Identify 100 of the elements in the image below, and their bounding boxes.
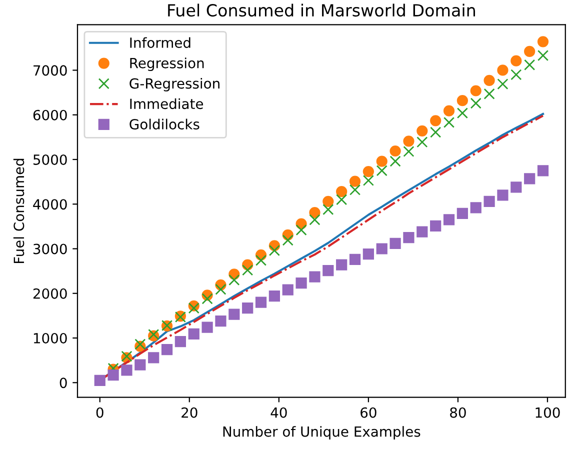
point xyxy=(255,296,267,308)
point xyxy=(484,74,495,86)
point xyxy=(537,36,549,48)
point xyxy=(349,254,361,266)
point xyxy=(188,328,200,340)
y-tick-label: 4000 xyxy=(33,199,67,210)
legend-label: Goldilocks xyxy=(130,118,200,130)
legend-label: Informed xyxy=(130,37,190,48)
y-tick-label: 5000 xyxy=(33,154,67,165)
point xyxy=(376,165,388,176)
legend-label: Immediate xyxy=(130,98,204,110)
point xyxy=(456,208,468,220)
point xyxy=(108,369,119,381)
point xyxy=(202,322,213,333)
point xyxy=(537,50,549,62)
point xyxy=(296,224,307,236)
point xyxy=(349,184,361,196)
point xyxy=(94,374,106,386)
point xyxy=(215,284,226,295)
point xyxy=(362,166,374,178)
point xyxy=(497,64,508,76)
point xyxy=(376,156,388,167)
point xyxy=(174,336,186,348)
x-tick-label: 100 xyxy=(536,407,560,418)
point xyxy=(484,196,495,207)
point xyxy=(242,264,254,276)
point xyxy=(403,232,414,244)
point xyxy=(309,214,320,226)
point xyxy=(296,278,307,289)
y-tick-label: 3000 xyxy=(33,244,67,254)
point xyxy=(510,69,522,80)
chart-title: Fuel Consumed in Marsworld Domain xyxy=(168,4,475,17)
x-tick-label: 80 xyxy=(450,407,466,418)
point xyxy=(497,190,508,201)
point xyxy=(268,244,280,256)
point xyxy=(255,254,267,266)
point xyxy=(242,302,254,314)
point xyxy=(228,308,240,320)
point xyxy=(470,202,482,214)
x-tick-label: 60 xyxy=(360,407,376,418)
point xyxy=(322,196,334,207)
point xyxy=(309,207,320,218)
y-tick-label: 0 xyxy=(60,378,67,388)
point xyxy=(390,156,401,167)
point xyxy=(456,95,468,106)
point xyxy=(510,55,522,66)
point xyxy=(443,116,455,128)
x-tick-label: 20 xyxy=(182,407,198,418)
point xyxy=(215,315,226,327)
x-tick-label: 0 xyxy=(96,407,104,418)
point xyxy=(336,186,348,198)
point xyxy=(282,234,294,246)
y-tick-label: 1000 xyxy=(34,332,67,344)
point xyxy=(510,182,522,193)
point xyxy=(416,125,428,136)
point xyxy=(537,165,549,176)
point xyxy=(524,46,536,58)
point xyxy=(134,359,146,370)
legend-label: G-Regression xyxy=(130,78,220,92)
point xyxy=(403,146,414,158)
point xyxy=(416,226,428,238)
point xyxy=(322,204,334,216)
point xyxy=(443,214,455,226)
point xyxy=(376,243,388,254)
point xyxy=(403,136,414,147)
point xyxy=(161,344,173,356)
point xyxy=(322,265,334,276)
point xyxy=(430,115,442,126)
point xyxy=(443,105,455,116)
point xyxy=(416,136,428,148)
point xyxy=(470,85,482,96)
point xyxy=(362,248,374,260)
point xyxy=(524,59,536,70)
point xyxy=(349,176,361,187)
y-tick-label: 2000 xyxy=(33,288,67,299)
point xyxy=(202,293,213,304)
point xyxy=(470,98,482,109)
point xyxy=(336,259,348,270)
point xyxy=(148,352,160,364)
y-axis-title: Fuel Consumed xyxy=(13,158,24,264)
point xyxy=(390,238,401,249)
point xyxy=(309,271,320,282)
point xyxy=(121,364,132,376)
point xyxy=(282,284,294,296)
y-tick-label: 7000 xyxy=(34,65,67,76)
point xyxy=(362,174,374,186)
point xyxy=(390,145,401,157)
point xyxy=(484,88,495,100)
point xyxy=(524,173,536,184)
x-axis-title: Number of Unique Examples xyxy=(223,426,420,440)
point xyxy=(497,78,508,90)
x-tick-label: 40 xyxy=(270,407,287,418)
point xyxy=(188,302,200,314)
point xyxy=(336,194,348,206)
y-tick-label: 6000 xyxy=(33,110,67,120)
point xyxy=(430,126,442,138)
point xyxy=(456,108,468,119)
point xyxy=(228,274,240,286)
point xyxy=(268,290,280,302)
legend-label: Regression xyxy=(130,58,204,72)
